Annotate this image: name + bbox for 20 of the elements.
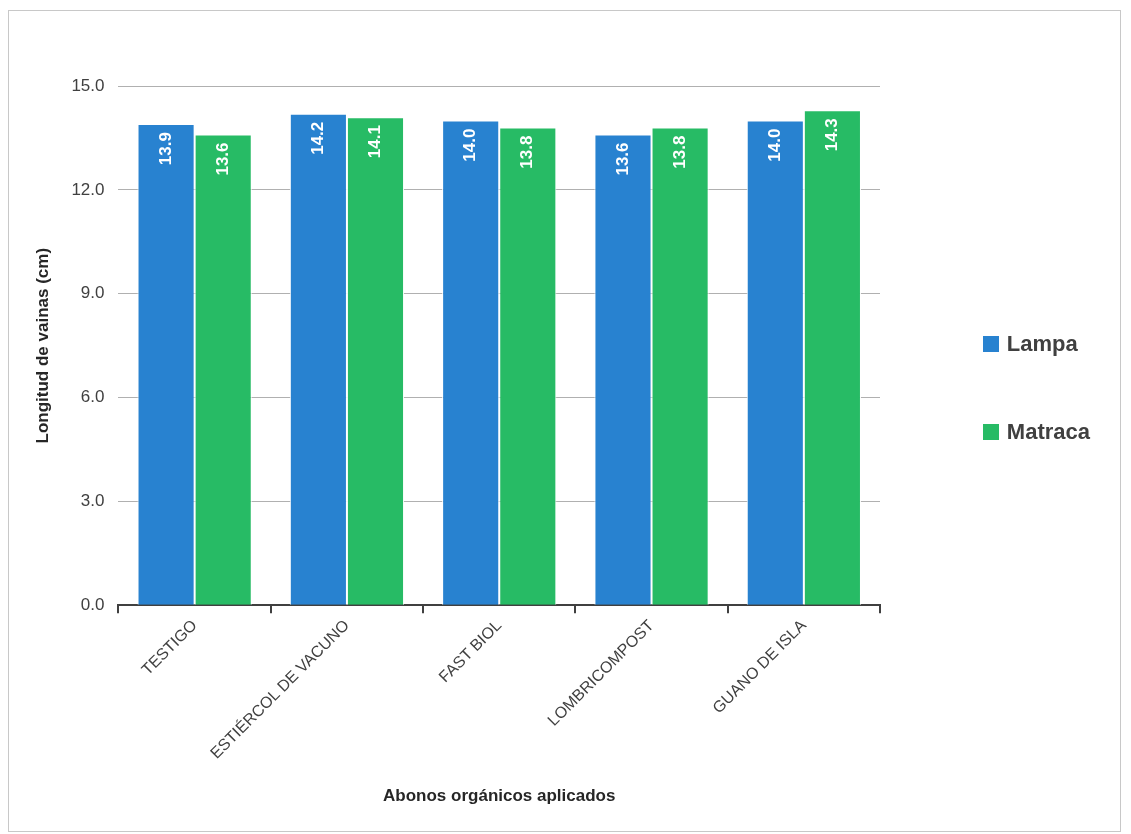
y-axis-title: Longitud de vainas (cm) bbox=[32, 247, 52, 444]
data-label: 14.2 bbox=[308, 121, 328, 155]
data-label: 13.8 bbox=[517, 135, 537, 169]
y-tick-label: 0.0 bbox=[80, 595, 105, 615]
data-label: 13.9 bbox=[155, 132, 175, 166]
data-label: 14.1 bbox=[365, 125, 385, 159]
y-tick-label: 15.0 bbox=[71, 75, 105, 95]
x-axis-title: Abonos orgánicos aplicados bbox=[383, 786, 616, 806]
y-tick-label: 9.0 bbox=[80, 283, 105, 303]
legend-label: Matraca bbox=[1006, 419, 1090, 445]
y-tick-label: 6.0 bbox=[80, 387, 105, 407]
data-label: 14.0 bbox=[460, 128, 480, 162]
data-label: 13.8 bbox=[669, 135, 689, 169]
y-tick-label: 12.0 bbox=[71, 179, 105, 199]
legend-label: Lampa bbox=[1006, 331, 1078, 357]
data-label: 14.0 bbox=[764, 128, 784, 162]
data-label: 13.6 bbox=[612, 142, 632, 176]
y-tick-label: 3.0 bbox=[80, 491, 105, 511]
data-label: 13.6 bbox=[212, 142, 232, 176]
data-label: 14.3 bbox=[822, 118, 842, 152]
